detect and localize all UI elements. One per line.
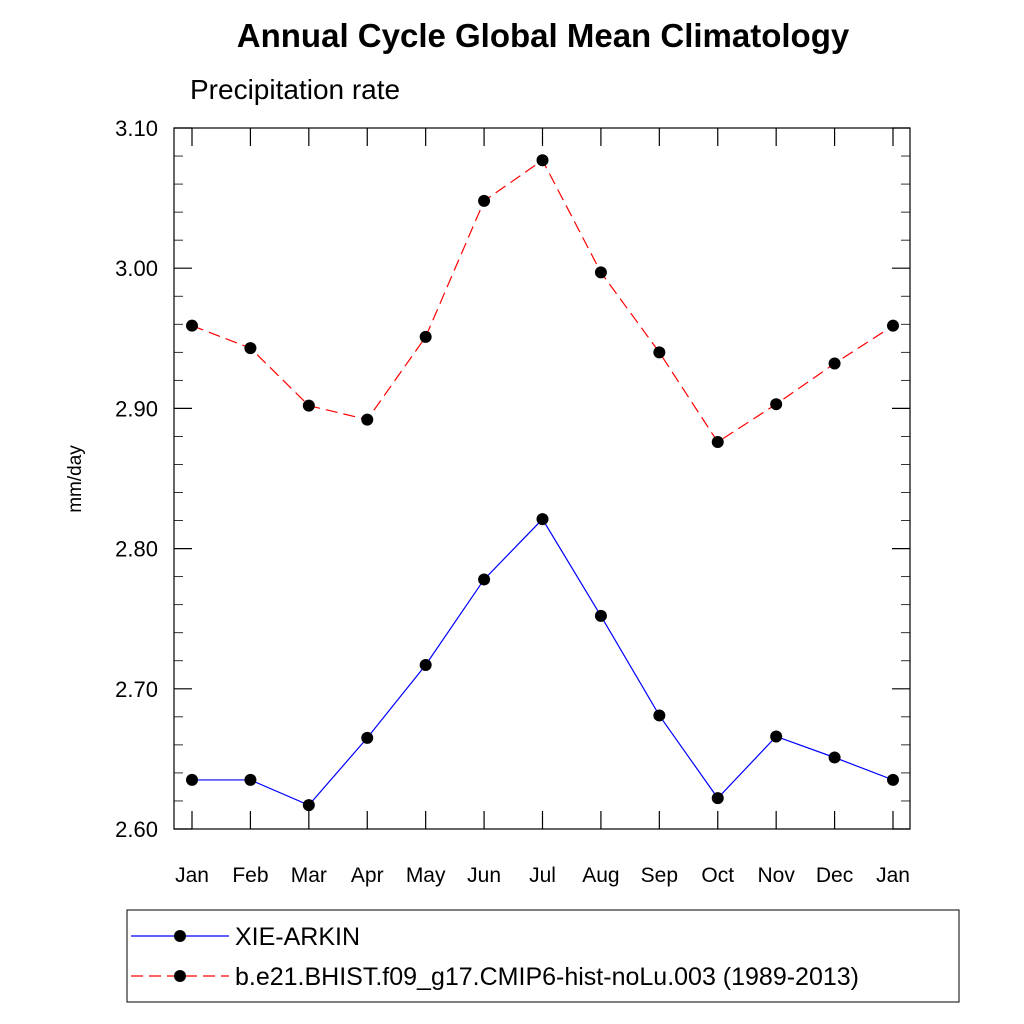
legend-label-model: b.e21.BHIST.f09_g17.CMIP6-hist-noLu.003 … <box>235 963 859 991</box>
data-point-series-0 <box>302 799 315 812</box>
data-point-series-1 <box>536 154 549 167</box>
x-tick-label: Jun <box>467 864 501 887</box>
data-point-series-1 <box>302 399 315 412</box>
x-tick-label: Jan <box>175 864 209 887</box>
x-tick-label: Apr <box>351 864 384 887</box>
x-tick-label: Jan <box>876 864 910 887</box>
chart-title: Annual Cycle Global Mean Climatology <box>237 17 850 54</box>
data-point-series-1 <box>361 413 374 426</box>
data-point-series-0 <box>887 773 899 786</box>
data-point-series-0 <box>536 513 549 526</box>
x-tick-label: Dec <box>816 864 853 887</box>
data-point-series-0 <box>711 792 724 805</box>
data-point-series-0 <box>770 730 783 743</box>
x-tick-label: Nov <box>757 864 795 887</box>
legend-marker-xie-arkin <box>174 930 186 942</box>
plot-area: 2.60 2.70 2.80 2.90 3.00 3.10 Jan Feb Mar Apr May J… <box>115 116 911 887</box>
data-point-series-1 <box>653 346 666 359</box>
data-point-series-0 <box>653 709 666 722</box>
y-tick-label: 3.00 <box>115 256 158 281</box>
data-point-series-1 <box>887 319 899 332</box>
y-tick-label: 2.60 <box>115 817 158 842</box>
data-point-series-0 <box>186 773 198 786</box>
data-point-series-1 <box>770 398 783 411</box>
legend-label-xie-arkin: XIE-ARKIN <box>235 923 360 951</box>
x-tick-label: Aug <box>582 864 619 887</box>
data-point-series-1 <box>244 342 257 355</box>
y-tick-label: 2.90 <box>115 396 158 421</box>
data-point-series-0 <box>594 609 607 622</box>
data-point-series-1 <box>419 330 432 343</box>
x-tick-label: May <box>406 864 446 887</box>
legend-marker-model <box>174 970 186 982</box>
data-point-series-0 <box>478 573 491 586</box>
y-tick-label: 3.10 <box>115 116 158 141</box>
y-tick-label: 2.70 <box>115 677 158 702</box>
data-point-series-1 <box>594 266 607 279</box>
series-line-1 <box>191 159 894 443</box>
data-point-series-0 <box>419 658 432 671</box>
x-tick-label: Jul <box>529 864 556 887</box>
data-point-series-1 <box>828 357 841 370</box>
x-tick-label: Oct <box>701 864 734 887</box>
y-axis-label: mm/day <box>65 445 86 513</box>
plot-frame <box>173 127 911 830</box>
x-tick-label: Mar <box>291 864 327 887</box>
series-line-0 <box>192 518 894 806</box>
data-point-series-1 <box>186 319 198 332</box>
data-point-series-1 <box>711 436 724 449</box>
data-point-series-0 <box>244 773 257 786</box>
y-tick-label: 2.80 <box>115 537 158 562</box>
data-point-series-1 <box>478 194 491 207</box>
legend: XIE-ARKIN b.e21.BHIST.f09_g17.CMIP6-hist… <box>126 909 960 1003</box>
x-tick-label: Feb <box>232 864 268 887</box>
data-point-series-0 <box>828 751 841 764</box>
data-point-series-0 <box>361 731 374 744</box>
chart-subtitle: Precipitation rate <box>190 74 400 105</box>
x-tick-label: Sep <box>641 864 678 887</box>
legend-box <box>126 909 960 1003</box>
